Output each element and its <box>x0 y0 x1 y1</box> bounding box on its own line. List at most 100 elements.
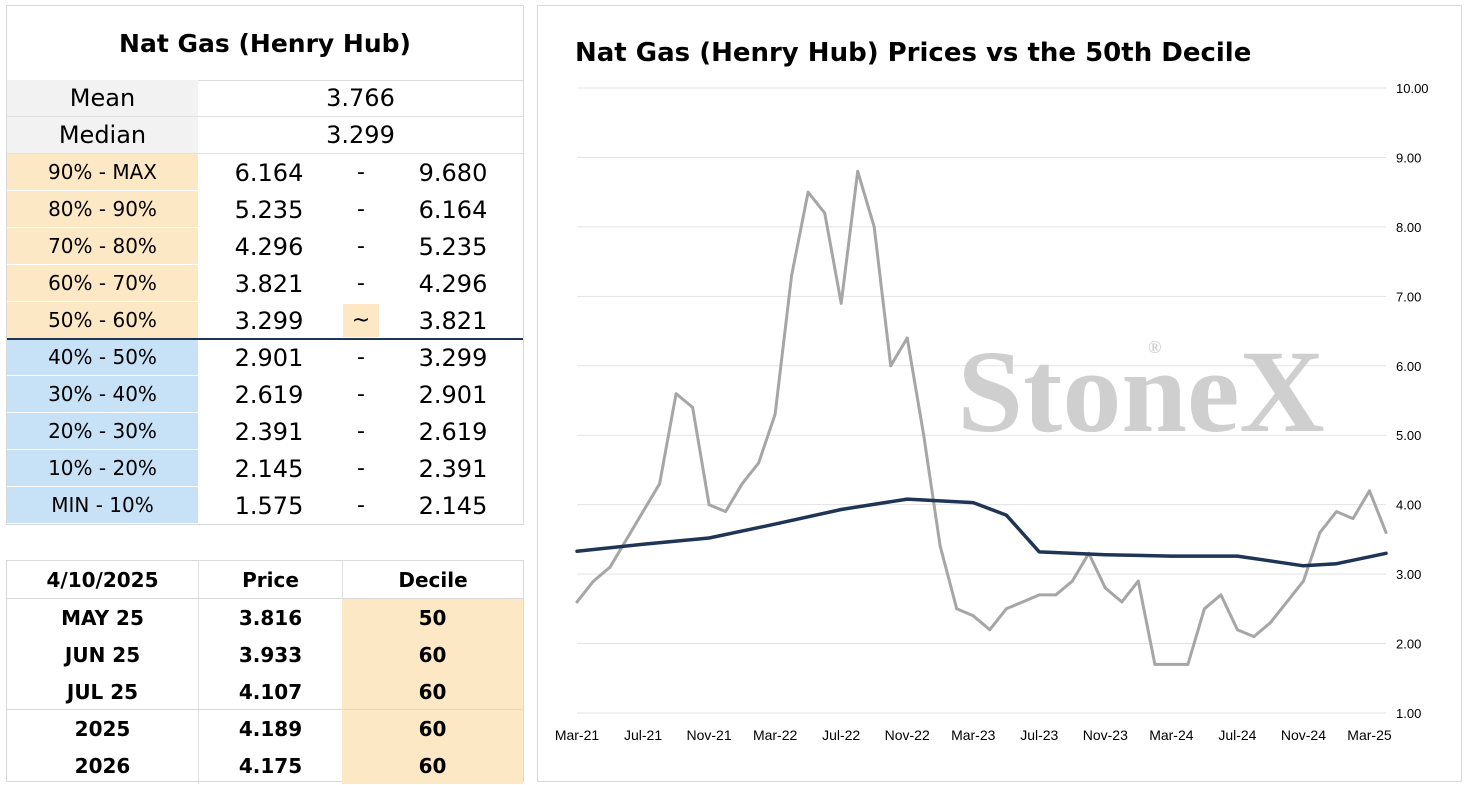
price-series-point <box>1037 593 1041 597</box>
price-series-point <box>938 544 942 548</box>
decile-dash: - <box>357 382 365 407</box>
decile-high: 9.680 <box>418 158 488 187</box>
y-tick-label: 10.00 <box>1396 81 1429 96</box>
mean-row: Mean 3.766 <box>7 80 523 117</box>
decile-series-point <box>641 542 645 546</box>
price-series-point <box>823 211 827 215</box>
decile-series-line <box>575 497 1388 568</box>
price-series-point <box>872 225 876 229</box>
contract-decile: 60 <box>342 747 523 784</box>
mean-value: 3.766 <box>198 80 523 117</box>
contract-name: JUL 25 <box>66 679 139 704</box>
price-chart: 1.00 2.00 3.00 4.00 5.00 6.00 7.00 8.00 9.00 10.0… <box>555 81 1429 743</box>
decile-low: 2.145 <box>234 454 304 483</box>
median-row: Median 3.299 <box>7 117 523 154</box>
contract-price: 3.816 <box>198 599 342 636</box>
price-series-point <box>1236 628 1239 632</box>
decile-series-point <box>707 536 711 540</box>
price-series-point <box>757 461 760 465</box>
price-series-point <box>1021 600 1025 604</box>
contract-name: 2026 <box>74 753 131 778</box>
price-series-point <box>1170 663 1173 666</box>
price-series-point <box>988 628 992 632</box>
decile-low: 2.901 <box>234 343 304 372</box>
decile-row: 40% - 50% 2.901 - 3.299 <box>7 339 523 376</box>
decile-series-point <box>1335 562 1338 566</box>
table-title: Nat Gas (Henry Hub) <box>7 6 523 81</box>
x-tick-label: Mar-24 <box>1149 727 1194 743</box>
decile-label: 10% - 20% <box>7 450 198 487</box>
price-series-point <box>641 510 645 513</box>
decile-high: 4.296 <box>418 269 488 298</box>
price-series-point <box>575 600 579 604</box>
decile-low: 4.296 <box>234 232 304 261</box>
decile-low: 5.235 <box>234 195 304 224</box>
decile-high: 3.299 <box>418 343 488 372</box>
price-series-point <box>592 579 595 583</box>
price-series-point <box>691 406 694 409</box>
contract-name: MAY 25 <box>61 605 144 630</box>
price-series-point <box>839 301 843 305</box>
contract-row: MAY 25 3.816 50 <box>7 599 523 636</box>
x-tick-label: Jul-23 <box>1020 727 1058 743</box>
price-series-point <box>1318 531 1322 534</box>
price-series-point <box>773 413 777 416</box>
price-series-point <box>1351 517 1355 520</box>
price-series-line <box>575 169 1388 666</box>
decile-series-point <box>1170 554 1173 558</box>
decile-low: 2.391 <box>234 417 304 446</box>
price-series-point <box>955 607 959 611</box>
decile-series-point <box>1004 513 1008 517</box>
x-tick-label: Nov-22 <box>885 727 930 743</box>
contract-row: 2026 4.175 60 <box>7 747 523 784</box>
decile-dash: - <box>357 234 365 259</box>
contract-price: 4.175 <box>198 747 342 784</box>
decile-row: 20% - 30% 2.391 - 2.619 <box>7 413 523 450</box>
contract-price: 4.107 <box>198 673 342 710</box>
section-divider <box>7 709 523 710</box>
x-tick-label: Jul-22 <box>822 727 860 743</box>
x-tick-label: Nov-24 <box>1281 727 1326 743</box>
price-series-point <box>1054 593 1058 597</box>
header-price: Price <box>198 561 342 598</box>
watermark-logo: StoneX <box>957 326 1324 457</box>
median-divider <box>7 338 523 340</box>
decile-label: 50% - 60% <box>7 302 198 339</box>
decile-label: 80% - 90% <box>7 191 198 228</box>
decile-label: 70% - 80% <box>7 228 198 265</box>
decile-series-point <box>905 497 909 501</box>
decile-row: 30% - 40% 2.619 - 2.901 <box>7 376 523 413</box>
x-tick-label: Mar-21 <box>555 727 600 743</box>
chart-title: Nat Gas (Henry Hub) Prices vs the 50th D… <box>575 38 1252 68</box>
contract-name: JUN 25 <box>64 642 141 667</box>
decile-row: 50% - 60% 3.299 ~3.821 <box>7 302 523 339</box>
decile-dash: - <box>357 456 365 481</box>
decile-table: Nat Gas (Henry Hub) Mean 3.766 Median 3.… <box>6 5 524 525</box>
price-series-point <box>856 169 860 173</box>
decile-series-point <box>1384 551 1388 555</box>
y-tick-label: 9.00 <box>1396 150 1421 165</box>
x-tick-label: Nov-21 <box>687 727 732 743</box>
y-tick-label: 3.00 <box>1396 567 1421 582</box>
price-series-point <box>1203 607 1206 611</box>
decile-low: 3.821 <box>234 269 304 298</box>
price-series-point <box>1285 600 1289 604</box>
price-series-point <box>1302 579 1305 583</box>
price-series-point <box>1153 663 1157 666</box>
contract-decile: 50 <box>342 599 523 636</box>
decile-low: 6.164 <box>234 158 304 187</box>
contract-table: 4/10/2025 Price Decile MAY 25 3.816 50 JUN … <box>6 560 524 784</box>
contract-decile: 60 <box>342 673 523 710</box>
decile-row: 90% - MAX 6.164 - 9.680 <box>7 154 523 191</box>
median-label: Median <box>7 117 198 154</box>
price-series-point <box>889 364 893 368</box>
contract-row: JUN 25 3.933 60 <box>7 636 523 673</box>
decile-high: 5.235 <box>418 232 488 261</box>
price-series-point <box>1070 579 1074 583</box>
decile-series-point <box>971 501 975 504</box>
contract-row: 2025 4.189 60 <box>7 710 523 747</box>
decile-dash: - <box>357 345 365 370</box>
decile-series-point <box>773 522 777 526</box>
y-tick-label: 8.00 <box>1396 220 1421 235</box>
decile-label: 90% - MAX <box>7 154 198 191</box>
